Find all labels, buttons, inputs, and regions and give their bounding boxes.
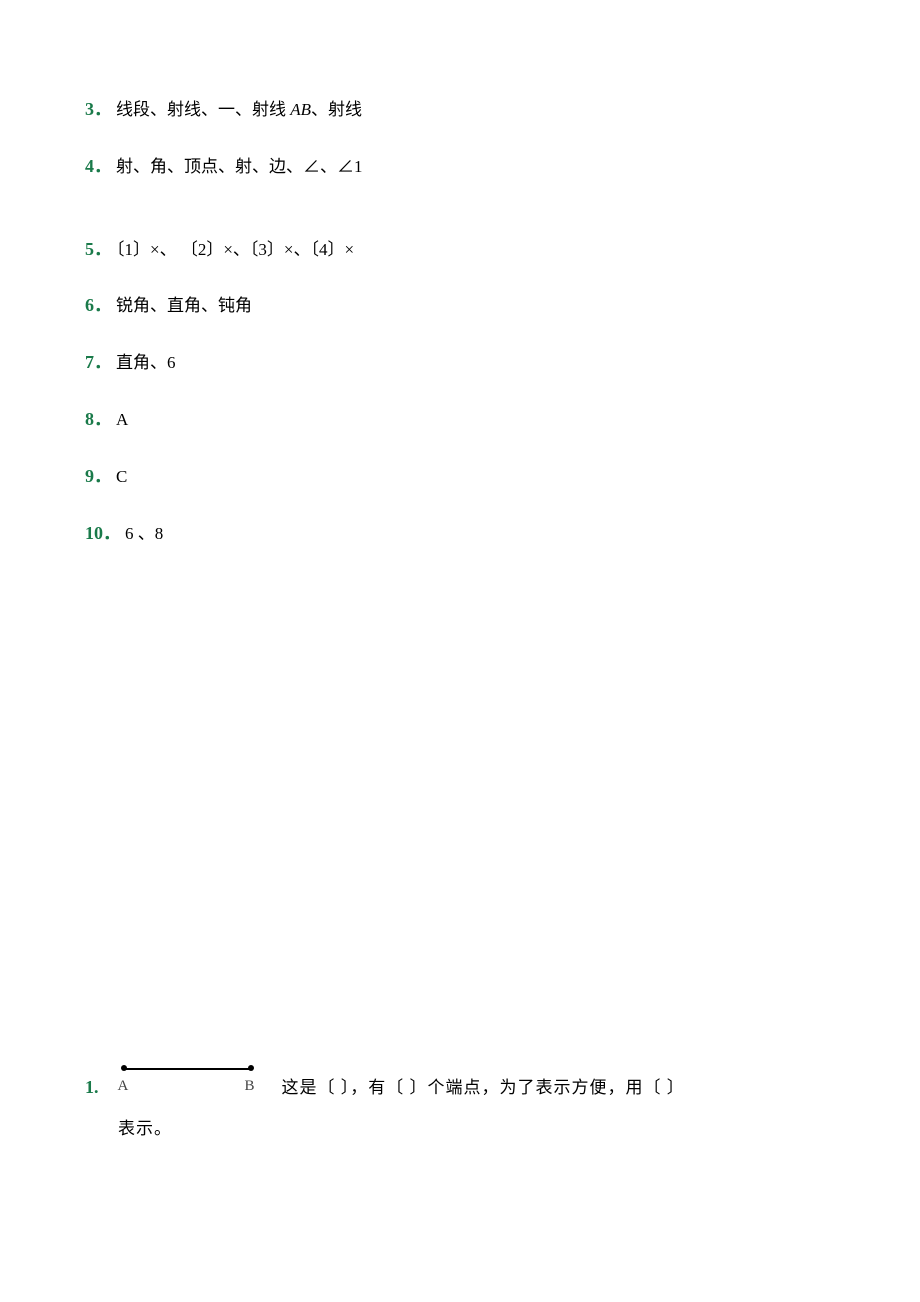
endpoint-b-dot: [248, 1065, 254, 1071]
answer-item-9: 9．C: [85, 462, 835, 491]
answer-text: 线段、射线、一、射线: [116, 100, 290, 119]
answer-text: A: [116, 410, 128, 429]
answer-number: 3．: [85, 99, 112, 119]
answer-item-6: 6．锐角、直角、钝角: [85, 291, 835, 320]
answer-number: 9．: [85, 466, 112, 486]
answer-text: 6 、8: [125, 524, 163, 543]
answer-item-4: 4．射、角、顶点、射、边、∠、∠1: [85, 152, 835, 181]
answer-item-3: 3．线段、射线、一、射线 AB、射线: [85, 95, 835, 124]
answer-number: 7．: [85, 352, 112, 372]
line-segment-diagram: A B: [113, 1060, 268, 1100]
answer-number: 5．: [85, 239, 112, 259]
segment-line: [123, 1068, 251, 1070]
answer-italic: AB: [290, 100, 311, 119]
answer-number: 6．: [85, 295, 112, 315]
question-line-1: 1. A B 这是〔 〕，有〔 〕个端点，为了表示方便，用〔 〕: [85, 1060, 835, 1100]
answer-text-after: 、射线: [311, 100, 362, 119]
answer-text: C: [116, 467, 127, 486]
answer-number: 10．: [85, 523, 121, 543]
answer-item-5: 5．〔1〕×、 〔2〕×、〔3〕×、〔4〕×: [85, 235, 835, 264]
question-text-1: 这是〔 〕，有〔 〕个端点，为了表示方便，用〔 〕: [282, 1073, 685, 1100]
answer-number: 4．: [85, 156, 112, 176]
question-section: 1. A B 这是〔 〕，有〔 〕个端点，为了表示方便，用〔 〕 表示。: [85, 1060, 835, 1139]
answer-text: 〔1〕×、 〔2〕×、〔3〕×、〔4〕×: [116, 240, 354, 259]
answer-number: 8．: [85, 409, 112, 429]
answer-text: 锐角、直角、钝角: [116, 296, 252, 315]
question-number: 1.: [85, 1077, 99, 1100]
answer-item-8: 8．A: [85, 405, 835, 434]
endpoint-b-label: B: [245, 1078, 255, 1095]
question-text-2: 表示。: [118, 1114, 835, 1139]
answer-text: 直角、6: [116, 353, 176, 372]
answer-text: 射、角、顶点、射、边、∠、∠1: [116, 157, 363, 176]
answer-item-10: 10．6 、8: [85, 519, 835, 548]
answer-item-7: 7．直角、6: [85, 348, 835, 377]
endpoint-a-label: A: [118, 1078, 129, 1095]
